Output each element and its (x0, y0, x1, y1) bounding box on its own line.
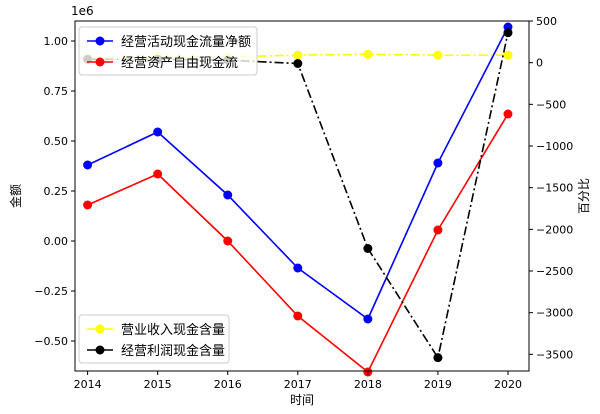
x-tick-label: 2017 (284, 378, 312, 391)
y-left-tick-label: 0.75 (44, 85, 69, 98)
series-point-1-5 (433, 225, 443, 235)
series-point-1-0 (83, 200, 93, 210)
series-point-3-4 (363, 244, 373, 253)
y-left-tick-label: 0.25 (44, 185, 69, 198)
plot-frame (74, 20, 530, 372)
x-tick-label: 2019 (424, 378, 452, 391)
series-point-2-4 (363, 49, 373, 59)
series-point-0-2 (223, 190, 233, 200)
legend-marker (95, 324, 105, 334)
series-point-2-3 (293, 50, 303, 60)
series-point-1-1 (153, 169, 163, 179)
y-right-tick-label: −3500 (536, 348, 573, 361)
series-point-3-3 (293, 59, 303, 68)
y-right-tick-label: −1000 (536, 140, 573, 153)
y-right-tick-label: −500 (536, 98, 566, 111)
series-point-0-4 (363, 314, 373, 324)
y-right-tick-label: 500 (536, 15, 557, 28)
x-tick-label: 2014 (74, 378, 102, 391)
x-tick-label: 2016 (214, 378, 242, 391)
series-point-1-6 (503, 109, 513, 119)
y-axis-right-label: 百分比 (577, 178, 591, 214)
y-right-tick-label: −2000 (536, 223, 573, 236)
y-left-tick-label: −0.25 (34, 285, 68, 298)
y-left-tick-label: 0.50 (44, 135, 69, 148)
legend-label: 经营资产自由现金流 (121, 55, 238, 71)
y-right-tick-label: −2500 (536, 265, 573, 278)
legend-label: 经营活动现金流量净额 (121, 34, 251, 50)
left-axis-multiplier: 1e6 (71, 4, 94, 18)
series-point-1-2 (223, 236, 233, 246)
x-tick-label: 2018 (354, 378, 382, 391)
x-axis-label: 时间 (290, 393, 314, 407)
plot-area (75, 21, 529, 371)
series-point-3-6 (503, 28, 513, 38)
legend-marker (95, 36, 105, 46)
axes-layer: 2014 2015 2016 2017 2018 2019 2020 1.00 0.75 0.50… (34, 15, 573, 391)
series-point-0-1 (153, 127, 163, 137)
legend-label: 经营利润现金含量 (121, 343, 225, 359)
legend-marker (95, 57, 105, 67)
legend-marker (95, 345, 105, 355)
x-tick-label: 2020 (494, 378, 522, 391)
series-point-0-0 (83, 160, 93, 170)
y-left-tick-label: 1.00 (44, 35, 69, 48)
y-right-tick-label: −3000 (536, 307, 573, 320)
y-left-tick-label: −0.50 (34, 335, 68, 348)
series-point-2-6 (503, 50, 513, 60)
legend-label: 营业收入现金含量 (121, 322, 225, 338)
legend-box (78, 314, 230, 364)
y-left-tick-label: 0.00 (44, 235, 69, 248)
series-point-3-5 (433, 353, 443, 363)
series-point-0-5 (433, 158, 443, 168)
x-tick-label: 2015 (144, 378, 172, 391)
plot-background (75, 21, 529, 371)
y-right-tick-label: 0 (536, 57, 543, 70)
series-point-1-3 (293, 311, 303, 321)
legend-box (78, 26, 258, 76)
series-point-0-3 (293, 263, 303, 273)
y-axis-left-label: 金额 (8, 184, 23, 208)
series-point-2-5 (433, 50, 443, 60)
y-right-tick-label: −1500 (536, 182, 573, 195)
